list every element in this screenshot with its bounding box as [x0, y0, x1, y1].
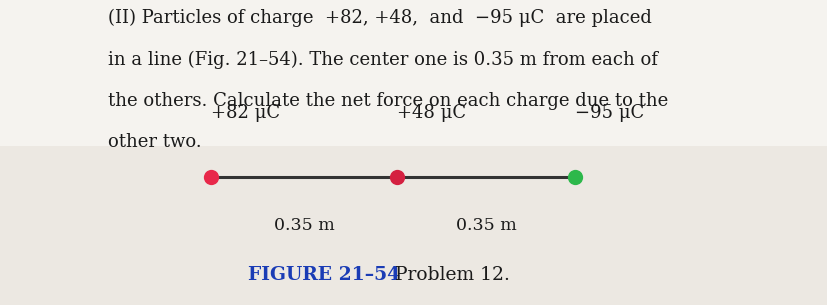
Text: +82 μC: +82 μC: [211, 104, 280, 122]
Text: Problem 12.: Problem 12.: [383, 266, 509, 284]
Text: in a line (Fig. 21–54). The center one is 0.35 m from each of: in a line (Fig. 21–54). The center one i…: [108, 50, 657, 69]
Text: 0.35 m: 0.35 m: [455, 217, 516, 234]
Text: +48 μC: +48 μC: [397, 104, 466, 122]
Text: FIGURE 21–54: FIGURE 21–54: [248, 266, 400, 284]
Text: the others. Calculate the net force on each charge due to the: the others. Calculate the net force on e…: [108, 92, 667, 109]
FancyBboxPatch shape: [0, 146, 827, 305]
Text: other two.: other two.: [108, 133, 201, 151]
Text: 0.35 m: 0.35 m: [274, 217, 335, 234]
FancyBboxPatch shape: [0, 0, 827, 159]
Text: (II) Particles of charge  +82, +48,  and  −95 μC  are placed: (II) Particles of charge +82, +48, and −…: [108, 9, 651, 27]
Text: −95 μC: −95 μC: [575, 104, 644, 122]
